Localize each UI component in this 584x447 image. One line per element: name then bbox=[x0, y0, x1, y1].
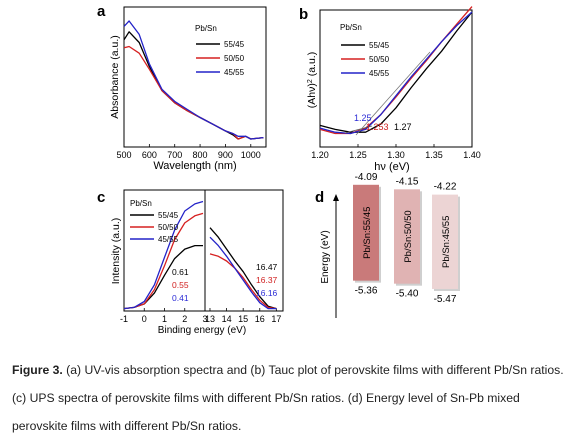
panel-a-tick-label-900: 900 bbox=[218, 150, 233, 160]
legend-label-55-45: 55/45 bbox=[158, 211, 179, 220]
panel-c-right-series-45-55-2 bbox=[209, 236, 277, 310]
panel-c-tick-label-2: 2 bbox=[182, 314, 187, 324]
panel-d-top-value-0: -4.09 bbox=[355, 172, 378, 183]
panel-a-tick-label-1000: 1000 bbox=[241, 150, 261, 160]
panel-c-right-annotation-1: 16.37 bbox=[256, 275, 278, 285]
panel-c-left-series-50-50-1 bbox=[123, 212, 204, 310]
panel-b-annotation-1: 1.25 bbox=[354, 113, 372, 123]
panel-c-label: c bbox=[97, 189, 105, 206]
panel-c-tick-label-16: 16 bbox=[255, 314, 265, 324]
panel-a-x-ticks: 500 600 700 800 900 1000 bbox=[116, 144, 261, 160]
legend-label-50-50: 50/50 bbox=[224, 54, 245, 63]
panel-c-tick-label-0: 0 bbox=[142, 314, 147, 324]
legend-label-45-55: 45/55 bbox=[369, 69, 390, 78]
panel-c-tick-label-17: 17 bbox=[271, 314, 281, 324]
panel-c-tick-label-1: 1 bbox=[162, 314, 167, 324]
figure-caption: Figure 3. (a) UV-vis absorption spectra … bbox=[12, 356, 578, 440]
panel-c-tick-label-3: 3 bbox=[202, 314, 207, 324]
panel-d-bar-label-1: Pb/Sn:50/50 bbox=[403, 210, 414, 262]
panel-a-series bbox=[123, 20, 264, 140]
legend-label-55-45: 55/45 bbox=[224, 40, 245, 49]
panel-c-right-annotation-2: 16.16 bbox=[256, 288, 278, 298]
panel-c-left-annotation-1: 0.55 bbox=[172, 280, 189, 290]
panel-b-legend: 55/45 50/50 45/55 bbox=[341, 41, 390, 78]
panel-b-tick-label-1.25: 1.25 bbox=[349, 150, 367, 160]
panel-d-top-value-1: -4.15 bbox=[396, 176, 419, 187]
panel-c-annotations: 0.61 0.55 0.41 16.47 16.37 16.16 bbox=[172, 262, 278, 303]
panel-a-tick-label-500: 500 bbox=[116, 150, 131, 160]
panel-c-left-series-45-55-2 bbox=[123, 200, 204, 310]
panel-b-tick-label-1.35: 1.35 bbox=[425, 150, 443, 160]
panel-c-tick-label--1: -1 bbox=[120, 314, 128, 324]
panel-c-left-annotation-0: 0.61 bbox=[172, 267, 189, 277]
panel-c-left-annotation-2: 0.41 bbox=[172, 293, 189, 303]
panel-d: d Energy (eV) -4.09 -5.36 Pb/Sn:55/45 -4.15… bbox=[315, 172, 460, 318]
panel-d-bar-0 bbox=[353, 184, 379, 281]
panel-b-x-ticks: 1.20 1.25 1.30 1.35 1.40 bbox=[311, 144, 481, 160]
panel-b-tick-label-1.20: 1.20 bbox=[311, 150, 329, 160]
panel-c-legend-title: Pb/Sn bbox=[130, 199, 152, 208]
panel-d-top-value-2: -4.22 bbox=[434, 182, 457, 193]
panel-b-tick-label-1.30: 1.30 bbox=[387, 150, 405, 160]
panel-c-frame bbox=[123, 189, 284, 312]
panel-c-series bbox=[123, 200, 277, 310]
panel-c-tick-label-14: 14 bbox=[222, 314, 232, 324]
panel-d-bar-1 bbox=[394, 189, 420, 284]
panel-d-bottom-value-0: -5.36 bbox=[355, 286, 378, 297]
panel-a-tick-label-600: 600 bbox=[142, 150, 157, 160]
panel-c-left-series-55-45-0 bbox=[123, 244, 203, 310]
caption-text: (a) UV-vis absorption spectra and (b) Ta… bbox=[12, 363, 564, 433]
panel-c-x-ticks: -1 0 1 2 313 14 15 16 17 bbox=[120, 308, 281, 324]
legend-label-55-45: 55/45 bbox=[369, 41, 390, 50]
panel-c-tick-label-15: 15 bbox=[238, 314, 248, 324]
panel-a-tick-label-800: 800 bbox=[193, 150, 208, 160]
panel-d-bar-label-2: Pb/Sn:45/55 bbox=[441, 216, 452, 268]
panel-b-legend-title: Pb/Sn bbox=[340, 23, 362, 32]
panel-c-right-series-55-45-0 bbox=[209, 227, 277, 310]
legend-label-45-55: 45/55 bbox=[224, 68, 245, 77]
panel-b-series-55-45-0 bbox=[319, 11, 473, 133]
panel-b-label: b bbox=[299, 6, 308, 23]
panel-c-right-series-50-50-1 bbox=[209, 253, 277, 310]
panel-b-tangent-1 bbox=[344, 125, 373, 134]
panel-a-legend: 55/45 50/50 45/55 bbox=[196, 40, 245, 77]
panel-a-xlabel: Wavelength (nm) bbox=[153, 160, 236, 172]
panel-b-tangent-2 bbox=[355, 51, 431, 136]
panel-b: b 1.20 1.25 1.30 1.35 1.40 hν (eV) (Ahν)2 (a… bbox=[299, 6, 481, 173]
panel-b-xlabel: hν (eV) bbox=[374, 161, 409, 173]
panel-d-axis-arrow bbox=[333, 194, 339, 201]
panel-c: c -1 0 1 2 313 14 15 16 17 Binding energy (eV) I… bbox=[97, 189, 284, 336]
legend-label-50-50: 50/50 bbox=[369, 55, 390, 64]
legend-label-45-55: 45/55 bbox=[158, 235, 179, 244]
panel-a-label: a bbox=[97, 3, 106, 20]
panel-a-tick-label-700: 700 bbox=[167, 150, 182, 160]
panel-b-ylabel: (Ahν)2 (a.u.) bbox=[306, 52, 318, 108]
panel-d-ylabel: Energy (eV) bbox=[320, 230, 331, 283]
panel-a-series-45-55-2 bbox=[123, 20, 264, 140]
panel-d-bars: -4.09 -5.36 Pb/Sn:55/45 -4.15 -5.40 Pb/Sn:50/… bbox=[353, 172, 460, 305]
panel-c-legend: 55/45 50/50 45/55 bbox=[130, 211, 179, 244]
panel-d-bottom-value-2: -5.47 bbox=[434, 294, 457, 305]
panel-c-ylabel: Intensity (a.u.) bbox=[110, 218, 122, 285]
panel-b-annotation-3: 1.27 bbox=[394, 122, 412, 132]
panel-b-tick-label-1.40: 1.40 bbox=[463, 150, 481, 160]
panel-d-bottom-value-1: -5.40 bbox=[396, 289, 419, 300]
panel-d-bar-label-0: Pb/Sn:55/45 bbox=[362, 207, 373, 259]
panel-a: a 500 600 700 800 900 1000 Wavelength (nm) Ab… bbox=[97, 3, 267, 172]
legend-label-50-50: 50/50 bbox=[158, 223, 179, 232]
caption-label: Figure 3. bbox=[12, 363, 63, 377]
panel-c-tick-label-13: 13 bbox=[205, 314, 215, 324]
panel-c-xlabel: Binding energy (eV) bbox=[158, 325, 246, 336]
panel-b-annotation-2: 1.253 bbox=[366, 122, 389, 132]
panel-a-frame bbox=[123, 6, 267, 148]
panel-d-label: d bbox=[315, 189, 324, 206]
panel-a-legend-title: Pb/Sn bbox=[195, 24, 217, 33]
panel-d-bar-2 bbox=[432, 194, 458, 289]
panel-a-ylabel: Absorbance (a.u.) bbox=[109, 35, 121, 118]
panel-c-right-annotation-0: 16.47 bbox=[256, 262, 278, 272]
